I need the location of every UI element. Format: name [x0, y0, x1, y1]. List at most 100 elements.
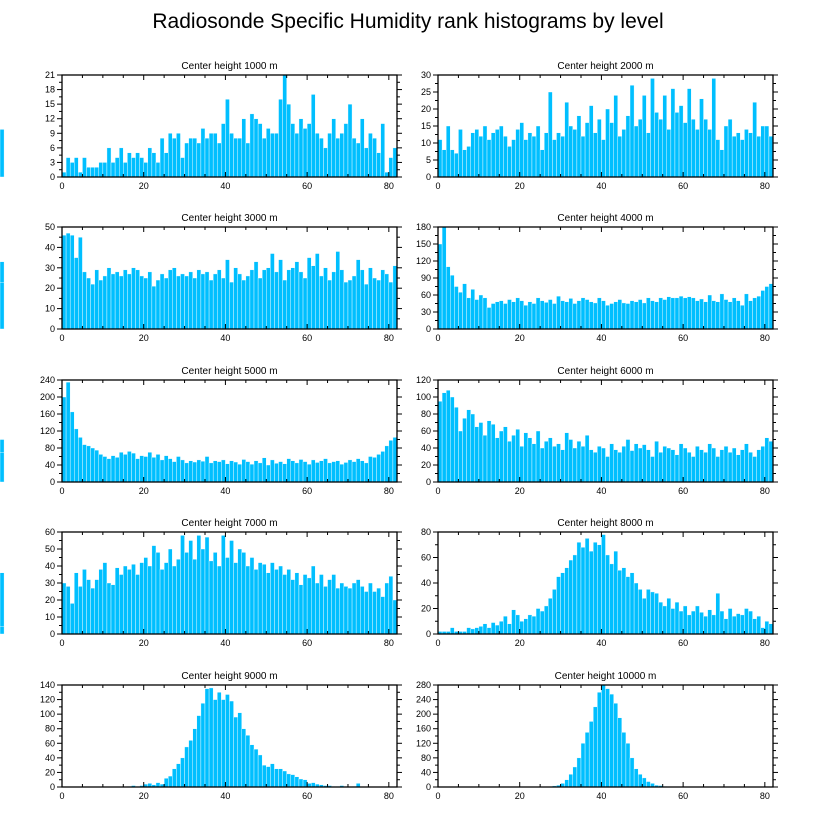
histogram-bar	[155, 782, 161, 788]
x-tick-label: 20	[139, 791, 149, 801]
y-tick-label: 40	[421, 443, 431, 453]
histogram-bar	[139, 157, 144, 178]
histogram-bar	[94, 449, 99, 483]
histogram-bar	[670, 297, 676, 330]
histogram-bar	[372, 591, 377, 635]
histogram-bar	[298, 459, 304, 483]
histogram-bar	[278, 461, 283, 483]
histogram-bar	[687, 296, 692, 330]
histogram-bar	[327, 279, 332, 330]
histogram-bar	[580, 297, 586, 330]
histogram-bar	[335, 460, 341, 483]
histogram-bar	[347, 459, 353, 483]
histogram-bar	[450, 274, 455, 330]
histogram-bar	[192, 137, 198, 178]
histogram-bar	[200, 128, 206, 178]
histogram-bar	[360, 118, 365, 178]
histogram-bar	[482, 297, 488, 330]
histogram-bar	[319, 275, 324, 330]
histogram-bar	[678, 443, 684, 483]
histogram-bar	[752, 297, 757, 330]
histogram-bar	[658, 601, 663, 635]
histogram-bar	[466, 409, 471, 483]
histogram-bar	[658, 452, 663, 483]
histogram-bar	[441, 392, 447, 483]
histogram-bar	[494, 624, 500, 635]
histogram-bar	[278, 565, 283, 635]
histogram-bar	[90, 447, 95, 483]
histogram-bar	[163, 152, 169, 178]
histogram-bar	[441, 149, 447, 178]
histogram-bar	[233, 461, 238, 483]
x-tick-label: 60	[678, 638, 688, 648]
histogram-bar	[212, 460, 218, 483]
histogram-bar	[707, 609, 712, 635]
histogram-bar	[355, 458, 361, 483]
histogram-bar	[731, 447, 737, 483]
histogram-bar	[727, 608, 733, 635]
histogram-bar	[245, 142, 251, 178]
histogram-bar	[261, 564, 267, 635]
histogram-bar	[539, 610, 545, 635]
histogram-bar	[519, 446, 524, 483]
histogram-bar	[764, 125, 770, 178]
histogram-bar	[621, 129, 627, 178]
histogram-bar	[351, 582, 357, 635]
histogram-bar	[548, 299, 553, 330]
histogram-bar	[200, 460, 206, 483]
histogram-bar	[372, 457, 377, 483]
histogram-bar	[270, 562, 275, 635]
histogram-bar	[188, 460, 193, 483]
x-tick-label: 80	[384, 333, 394, 343]
histogram-bar	[270, 763, 275, 788]
histogram-bar	[646, 132, 651, 178]
histogram-bar	[380, 451, 385, 483]
histogram-bar	[102, 162, 108, 178]
histogram-bar	[331, 271, 336, 330]
histogram-bar	[642, 777, 647, 788]
histogram-bar	[311, 94, 316, 178]
histogram-bar	[270, 253, 275, 330]
histogram-bar	[752, 101, 757, 178]
histogram-bar	[478, 422, 484, 483]
histogram-bar	[454, 407, 459, 483]
x-tick-label: 20	[139, 333, 149, 343]
histogram-bar	[311, 782, 316, 788]
histogram-bar	[368, 456, 373, 483]
histogram-bar	[192, 461, 198, 483]
histogram-bar	[552, 139, 557, 178]
y-tick-label: 30	[45, 578, 55, 588]
histogram-bar	[519, 122, 524, 178]
histogram-bar	[274, 271, 279, 330]
histogram-bar	[376, 454, 381, 483]
histogram-bar	[364, 283, 369, 330]
histogram-bar	[511, 609, 516, 635]
histogram-bar	[740, 139, 745, 178]
histogram-bar	[609, 303, 614, 330]
y-tick-label: 120	[416, 738, 431, 748]
histogram-bar	[180, 757, 185, 788]
histogram-bar	[266, 464, 271, 483]
histogram-bar	[723, 618, 729, 635]
histogram-panel-7: Center height 7000 m 0 20 40 60 80 0 10 20 30 40 50…	[0, 518, 402, 648]
histogram-bar	[155, 279, 161, 330]
histogram-bar	[82, 157, 87, 178]
histogram-bar	[507, 623, 512, 635]
histogram-bar	[212, 273, 218, 330]
histogram-bar	[703, 615, 708, 635]
y-tick-label: 15	[421, 121, 431, 131]
histogram-bar	[163, 455, 169, 483]
histogram-bar	[744, 293, 749, 330]
histogram-bar	[511, 301, 516, 330]
y-tick-label: 240	[416, 695, 431, 705]
x-tick-label: 0	[435, 333, 440, 343]
histogram-bar	[539, 300, 545, 330]
histogram-bar	[470, 628, 475, 635]
histogram-bar	[159, 137, 165, 178]
histogram-bar	[217, 142, 222, 178]
histogram-bar	[748, 452, 753, 483]
histogram-bar	[605, 554, 610, 635]
histogram-bar	[740, 449, 745, 483]
histogram-bar	[311, 265, 316, 330]
histogram-bar	[715, 456, 721, 483]
